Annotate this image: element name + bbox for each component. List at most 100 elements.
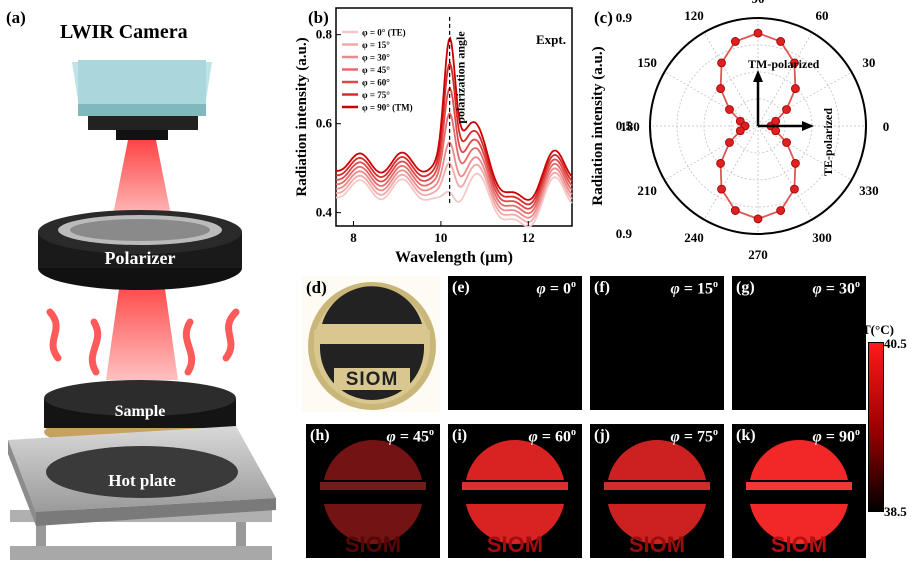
legend-entry: φ = 45° <box>362 65 390 75</box>
polar-grid-spoke <box>757 125 813 220</box>
legend-entry: φ = 60° <box>362 78 390 88</box>
thermal-sample-icon: SIOM <box>462 439 568 557</box>
y-tick-label: 0.8 <box>316 27 333 42</box>
polar-data-point <box>716 159 725 168</box>
thermal-panel-label: (h) <box>310 427 330 444</box>
thermal-panel: SIOM (i) φ = 60o <box>448 424 582 558</box>
spectrum-series-line <box>336 172 573 228</box>
polarizer-label: Polarizer <box>105 248 176 268</box>
polar-angle-label: 300 <box>812 230 832 245</box>
spectrum-chart: polarization angle Expt. 8 10 12 0.4 0.6 0.8 Wav… <box>294 7 573 266</box>
thermal-sample-icon: SIOM <box>320 439 426 557</box>
camera-label: LWIR Camera <box>60 21 188 43</box>
polar-data-point <box>776 206 786 215</box>
polar-grid-spoke <box>664 125 759 181</box>
heat-wave-icon <box>46 308 240 376</box>
polar-data-point <box>730 37 740 46</box>
polar-angle-label: 120 <box>684 8 704 23</box>
polar-r-tick-label: 0.9 <box>616 226 633 241</box>
polar-data-point <box>771 116 781 126</box>
polar-data-point <box>730 206 740 215</box>
spectrum-series-line <box>335 61 573 206</box>
siom-logo: SIOM <box>345 369 399 390</box>
polar-r-tick-label: 0.9 <box>616 10 633 25</box>
polar-grid-spoke <box>757 32 813 127</box>
thermal-panel-label: (g) <box>736 279 755 296</box>
thermal-panel: SIOM (j) φ = 75o <box>590 424 724 558</box>
legend-entry: φ = 15° <box>362 40 390 50</box>
polarizer-icon <box>38 210 242 290</box>
colorbar-min: 38.5 <box>884 504 907 519</box>
legend-entry: φ = 0° (TE) <box>362 28 406 38</box>
te-label: TE-polarized <box>821 108 835 176</box>
thermal-panel: (f) φ = 15o <box>590 276 724 410</box>
colorbar <box>868 342 884 512</box>
sample-label: Sample <box>115 403 166 420</box>
polar-angle-label: 150 <box>637 55 657 70</box>
thermal-panel-angle: φ = 75o <box>670 427 718 446</box>
thermal-panel-angle: φ = 0o <box>536 279 576 298</box>
polar-data-point <box>753 28 763 38</box>
polar-data-point <box>717 184 726 194</box>
polar-y-axis-label: Radiation intensity (a.u.) <box>590 46 606 205</box>
polar-angle-label: 30 <box>862 55 875 70</box>
polar-grid-spoke <box>703 32 759 127</box>
x-axis-label: Wavelength (μm) <box>395 249 513 266</box>
thermal-panel-label: (i) <box>452 427 468 444</box>
tm-arrowhead <box>753 70 763 82</box>
spectrum-series-line <box>335 112 573 215</box>
spectrum-series-line <box>335 162 573 224</box>
polar-angle-label: 180 <box>620 119 640 134</box>
legend-entry: φ = 90° (TM) <box>362 103 413 113</box>
y-tick-label: 0.4 <box>316 205 333 220</box>
polar-data-point <box>791 84 800 93</box>
hot-plate-icon <box>8 426 276 560</box>
thermal-panel-label: (j) <box>594 427 610 444</box>
polar-angle-label: 240 <box>684 230 704 245</box>
polar-data-point <box>753 214 763 224</box>
svg-text:SIOM: SIOM <box>629 532 685 557</box>
thermal-panel-label: (f) <box>594 279 610 296</box>
polar-data-point <box>735 126 745 136</box>
polar-grid-spoke <box>757 71 852 127</box>
svg-text:SIOM: SIOM <box>487 532 543 557</box>
thermal-panel: (g) φ = 30o <box>732 276 866 410</box>
thermal-panel: (e) φ = 0o <box>448 276 582 410</box>
thermal-panel: SIOM (h) φ = 45o <box>306 424 440 558</box>
polar-data-point <box>790 58 799 68</box>
polar-angle-label: 60 <box>816 8 829 23</box>
x-tick-label: 10 <box>434 230 447 245</box>
polar-data-point <box>725 105 734 114</box>
polar-angle-label: 0 <box>883 119 890 134</box>
panel-c-label: (c) <box>594 8 613 27</box>
y-tick-label: 0.6 <box>316 116 333 131</box>
thermal-panel-label: (e) <box>452 279 470 296</box>
thermal-panel-angle: φ = 30o <box>812 279 860 298</box>
polar-data-point <box>725 138 734 147</box>
thermal-panel-angle: φ = 90o <box>812 427 860 446</box>
polar-grid-spoke <box>703 125 759 220</box>
panel-d-label: (d) <box>306 278 327 297</box>
polar-data-point <box>790 184 799 194</box>
thermal-panel: SIOM (k) φ = 90o <box>732 424 866 558</box>
colorbar-title: T(°C) <box>862 322 894 337</box>
polar-chart: TM-polarized TE-polarized 0 30 60 90 120 150 180… <box>590 0 890 262</box>
polar-data-point <box>782 105 791 114</box>
svg-text:SIOM: SIOM <box>345 532 401 557</box>
thermal-panel-angle: φ = 15o <box>670 279 718 298</box>
thermal-panel-angle: φ = 60o <box>528 427 576 446</box>
polar-data-point <box>782 138 791 147</box>
colorbar-max: 40.5 <box>884 336 907 351</box>
ir-beam-icon <box>106 140 178 380</box>
tm-label: TM-polarized <box>748 57 820 71</box>
legend-entry: φ = 75° <box>362 90 390 100</box>
plot-frame <box>335 7 573 227</box>
thermal-panel-angle: φ = 45o <box>386 427 434 446</box>
svg-text:SIOM: SIOM <box>771 532 827 557</box>
polar-angle-label: 210 <box>637 183 657 198</box>
polar-outer-ring <box>649 17 867 235</box>
polar-data-point <box>717 58 726 68</box>
panel-a-label: (a) <box>6 8 26 27</box>
polar-grid-spoke <box>664 71 759 127</box>
polar-data-point <box>771 126 781 136</box>
